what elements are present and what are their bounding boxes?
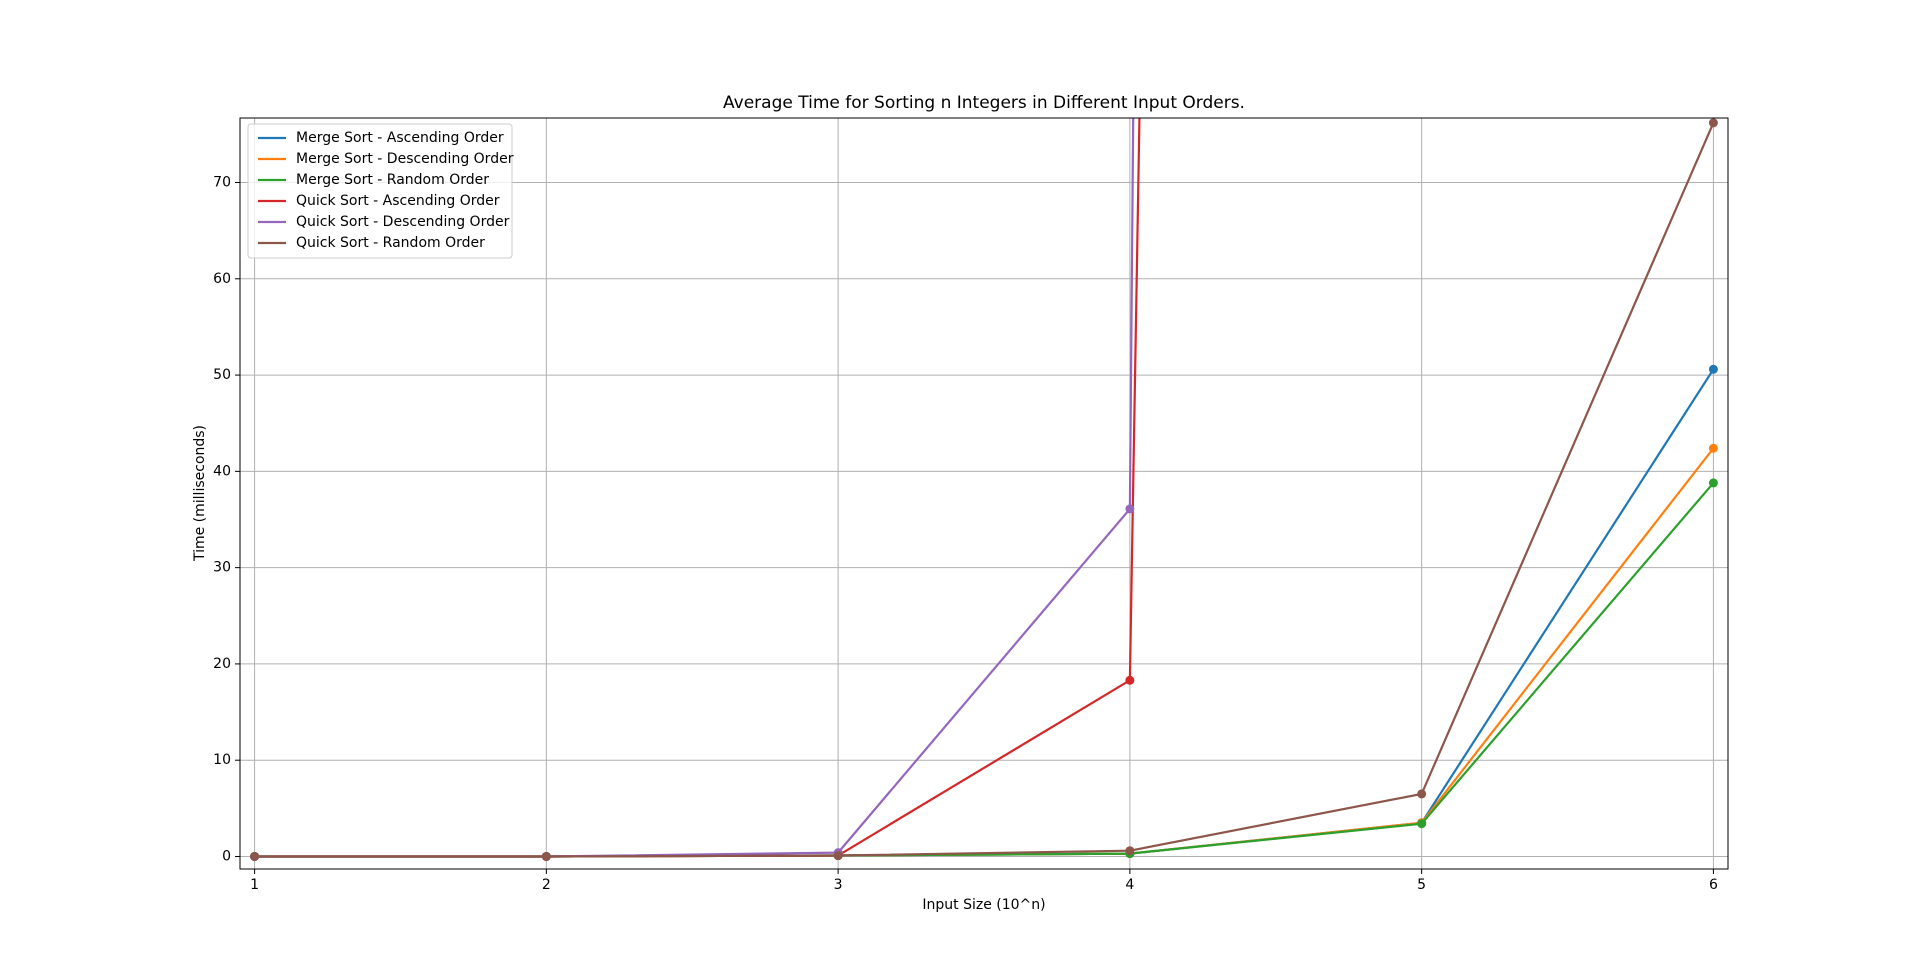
plot-area [250,118,1718,861]
data-point [1708,443,1718,453]
legend-label: Quick Sort - Descending Order [296,214,510,230]
legend: Merge Sort - Ascending Order Merge Sort -… [247,123,514,259]
x-axis-label: Input Size (10^n) [922,897,1045,913]
data-point [1708,118,1718,128]
x-tick-label: 6 [1709,877,1718,893]
y-tick-label: 40 [213,463,231,479]
data-point [1417,819,1427,829]
x-tick-label: 5 [1417,877,1426,893]
data-point [1125,504,1135,514]
legend-label: Merge Sort - Ascending Order [296,130,504,146]
y-tick-label: 30 [213,560,231,576]
x-tick-label: 2 [542,877,551,893]
data-point [1708,478,1718,488]
legend-label: Merge Sort - Random Order [296,172,489,188]
legend-label: Quick Sort - Random Order [296,235,485,251]
legend-label: Quick Sort - Ascending Order [296,193,500,209]
series-line [254,482,1715,858]
data-point [1417,789,1427,799]
data-point [250,851,260,861]
y-tick-label: 10 [213,752,231,768]
x-tick-label: 3 [834,877,843,893]
series-line [254,122,1715,858]
chart-title: Average Time for Sorting n Integers in D… [723,93,1245,113]
data-point [1708,364,1718,374]
y-tick-label: 20 [213,656,231,672]
legend-label: Merge Sort - Descending Order [296,151,514,167]
plot-frame [239,117,1729,870]
data-point [1125,675,1135,685]
y-tick-label: 50 [213,367,231,383]
y-tick-label: 70 [213,175,231,191]
x-tick-label: 1 [250,877,259,893]
y-tick-label: 60 [213,271,231,287]
data-point [1125,846,1135,856]
data-point [833,851,843,861]
series-line [254,447,1715,858]
data-point [541,851,551,861]
series-line [254,368,1715,858]
y-tick-label: 0 [222,848,231,864]
legend-box [247,123,513,259]
x-tick-label: 4 [1125,877,1134,893]
y-axis-label: Time (milliseconds) [192,425,208,562]
